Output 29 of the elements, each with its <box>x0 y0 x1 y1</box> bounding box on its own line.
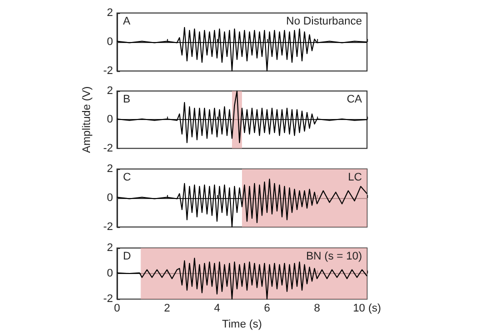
y-tick-label: 2 <box>106 7 113 19</box>
x-tick-label: 10 (s) <box>352 302 382 315</box>
y-tick-label: -2 <box>103 142 113 154</box>
y-tick-label: 2 <box>106 242 113 254</box>
line-series <box>116 27 368 72</box>
y-tick-label: 0 <box>106 36 113 48</box>
line-series <box>116 90 368 144</box>
annotation: B <box>123 94 130 106</box>
annotation: C <box>123 172 131 184</box>
x-tick-label: 4 <box>214 302 220 315</box>
y-tick-label: -2 <box>103 65 113 77</box>
y-axis-title: Amplitude (V) <box>80 86 93 154</box>
x-tick-label: 8 <box>314 302 320 315</box>
x-axis-title: Time (s) <box>222 318 262 330</box>
y-tick-label: 2 <box>106 163 113 175</box>
y-tick-label: 2 <box>106 85 113 97</box>
annotation: BN (s = 10) <box>306 250 362 262</box>
y-tick-label: 0 <box>106 114 113 126</box>
y-tick-label: -2 <box>103 293 113 306</box>
x-tick-label: 6 <box>264 302 270 315</box>
annotation: CA <box>346 94 363 106</box>
y-tick-label: 0 <box>106 268 113 280</box>
x-tick-label: 2 <box>164 302 170 315</box>
y-tick-label: -2 <box>103 221 113 233</box>
y-tick-label: 0 <box>106 192 113 204</box>
annotation: No Disturbance <box>286 16 362 28</box>
annotation: D <box>123 250 131 262</box>
annotation: A <box>123 16 131 28</box>
annotation: LC <box>348 172 362 184</box>
